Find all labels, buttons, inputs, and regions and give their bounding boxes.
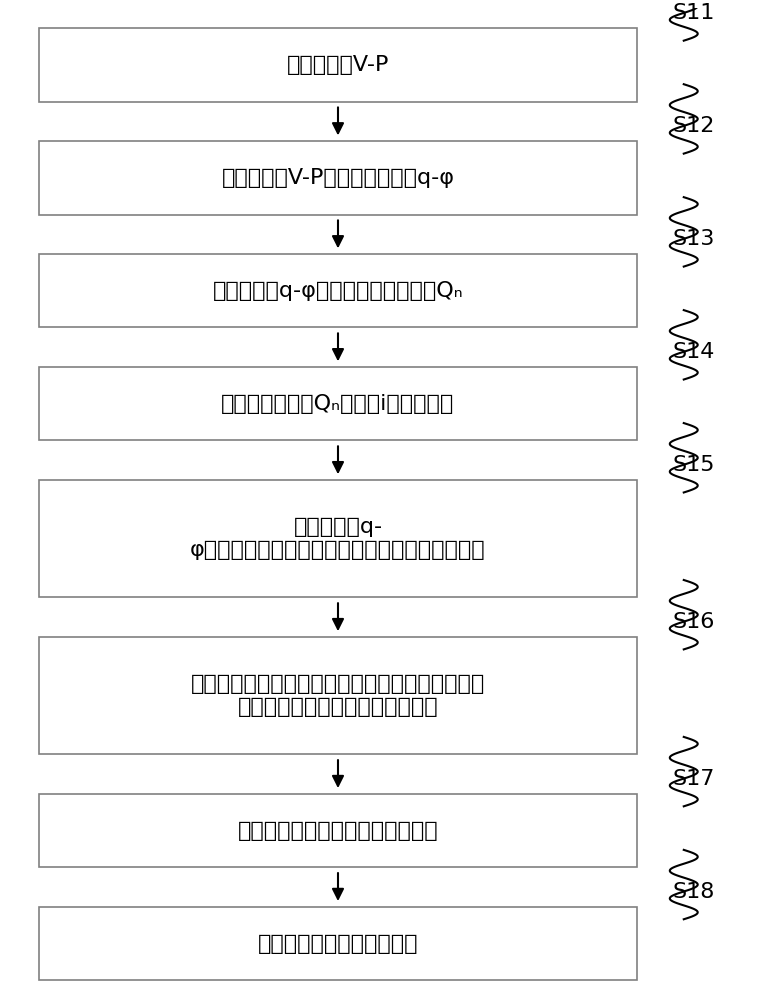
FancyBboxPatch shape — [39, 254, 637, 327]
FancyBboxPatch shape — [39, 794, 637, 867]
Text: 根据关系式q-
φ计算得到每份子放热量对应的放热重心曲轴转角: 根据关系式q- φ计算得到每份子放热量对应的放热重心曲轴转角 — [190, 517, 486, 560]
FancyBboxPatch shape — [39, 637, 637, 754]
Text: S13: S13 — [672, 229, 715, 249]
Text: S11: S11 — [672, 3, 715, 23]
FancyBboxPatch shape — [39, 28, 637, 102]
FancyBboxPatch shape — [39, 141, 637, 215]
Text: 输出计算得到的所述等容度: 输出计算得到的所述等容度 — [258, 934, 418, 954]
Text: 针对每份子放热量，根据其对应的放热重心曲轴转
角，计算得到其对应的等效压缩比: 针对每份子放热量，根据其对应的放热重心曲轴转 角，计算得到其对应的等效压缩比 — [191, 674, 485, 717]
Text: S15: S15 — [672, 455, 715, 475]
Text: S14: S14 — [672, 342, 715, 362]
FancyBboxPatch shape — [39, 480, 637, 597]
FancyBboxPatch shape — [39, 907, 637, 980]
Text: 获取关系式V-P: 获取关系式V-P — [287, 55, 389, 75]
Text: 依据等容度公式，计算得到等容度: 依据等容度公式，计算得到等容度 — [238, 821, 438, 841]
Text: S16: S16 — [672, 612, 715, 632]
Text: S12: S12 — [672, 116, 715, 136]
FancyBboxPatch shape — [39, 367, 637, 440]
Text: 根据关系式q-φ，积分得到总放热量Qₙ: 根据关系式q-φ，积分得到总放热量Qₙ — [213, 281, 463, 301]
Text: S17: S17 — [672, 769, 715, 789]
Text: 将所述总放热量Qₙ均分为i份子放热量: 将所述总放热量Qₙ均分为i份子放热量 — [221, 394, 455, 414]
Text: 根据关系式V-P，计算得关系式q-φ: 根据关系式V-P，计算得关系式q-φ — [221, 168, 455, 188]
Text: S18: S18 — [672, 882, 715, 902]
